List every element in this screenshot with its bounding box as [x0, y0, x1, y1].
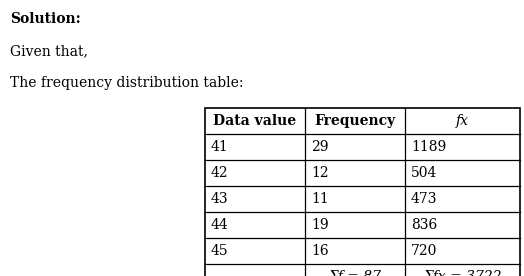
Text: Σf = 87: Σf = 87 — [329, 270, 381, 276]
Text: 29: 29 — [311, 140, 329, 154]
Text: 45: 45 — [211, 244, 228, 258]
Text: 836: 836 — [411, 218, 437, 232]
Text: 720: 720 — [411, 244, 438, 258]
Text: 16: 16 — [311, 244, 329, 258]
Text: 473: 473 — [411, 192, 438, 206]
Text: 1189: 1189 — [411, 140, 446, 154]
Text: fx: fx — [456, 114, 469, 128]
Text: 19: 19 — [311, 218, 329, 232]
Text: 504: 504 — [411, 166, 438, 180]
Text: Solution:: Solution: — [10, 12, 81, 26]
Text: Data value: Data value — [213, 114, 297, 128]
Text: Σfx = 3722: Σfx = 3722 — [423, 270, 502, 276]
Text: 42: 42 — [211, 166, 228, 180]
Text: The frequency distribution table:: The frequency distribution table: — [10, 76, 244, 90]
Text: Given that,: Given that, — [10, 44, 88, 58]
Text: 12: 12 — [311, 166, 329, 180]
Text: 41: 41 — [211, 140, 229, 154]
Bar — [205, 108, 520, 276]
Text: Frequency: Frequency — [314, 114, 396, 128]
Text: 11: 11 — [311, 192, 329, 206]
Text: 44: 44 — [211, 218, 229, 232]
Text: 43: 43 — [211, 192, 228, 206]
